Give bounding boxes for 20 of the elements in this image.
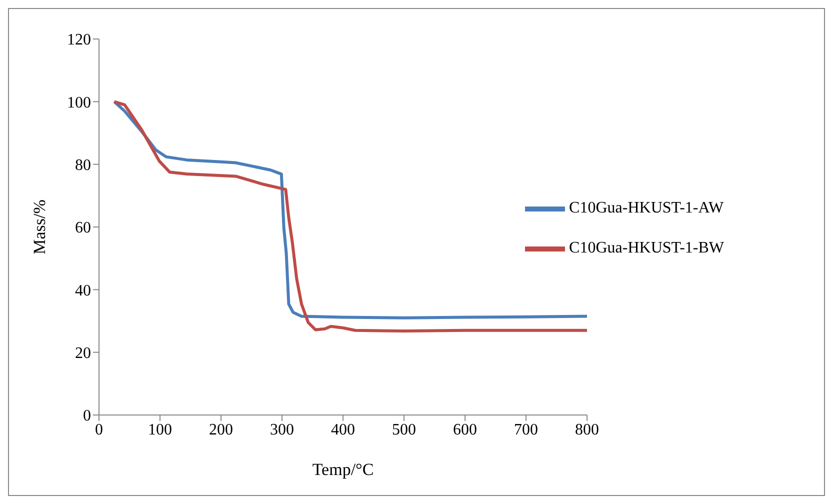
y-tick-label: 60 xyxy=(75,220,91,237)
x-tick-label: 800 xyxy=(575,421,600,438)
x-tick-label: 400 xyxy=(331,421,356,438)
x-tick-label: 100 xyxy=(148,421,172,438)
y-tick-label: 100 xyxy=(67,94,91,112)
y-tick-label: 80 xyxy=(75,157,91,174)
y-tick-label: 0 xyxy=(83,408,91,425)
x-tick-label: 200 xyxy=(209,421,234,438)
y-tick-label: 120 xyxy=(67,32,91,49)
x-tick-label: 500 xyxy=(392,421,416,438)
x-tick-label: 0 xyxy=(95,421,103,438)
y-tick-label: 40 xyxy=(75,282,91,300)
y-tick-label: 20 xyxy=(75,345,91,362)
y-axis-title: Mass/% xyxy=(30,200,50,254)
x-axis-title: Temp/°C xyxy=(312,460,374,479)
legend-label: C10Gua-HKUST-1-BW xyxy=(569,240,724,257)
x-tick-label: 300 xyxy=(270,421,294,438)
x-tick-label: 600 xyxy=(453,421,478,438)
legend-label: C10Gua-HKUST-1-AW xyxy=(569,200,724,217)
x-tick-label: 700 xyxy=(514,421,538,438)
